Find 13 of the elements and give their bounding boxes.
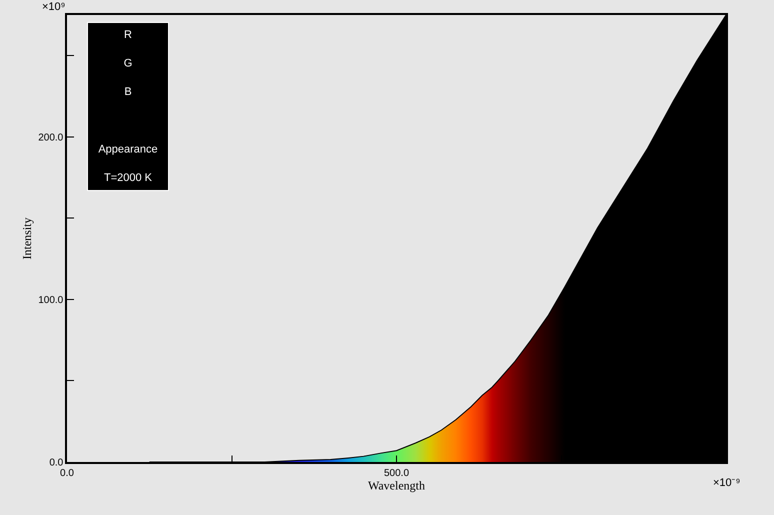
annotation: B (124, 86, 132, 98)
y-tick-label: 0.0 (49, 458, 64, 468)
annotation: Appearance (98, 143, 158, 156)
text: ×10⁻⁹ (713, 477, 740, 489)
x-tick-label: 500.0 (384, 468, 410, 479)
annotation: R (124, 29, 132, 41)
annotation: T=2000 K (104, 172, 153, 184)
text: ×10⁹ (42, 1, 66, 13)
y-tick-label: 100.0 (38, 294, 64, 306)
y-axis-title: Intensity (20, 218, 34, 260)
y-tick-label: 200.0 (38, 132, 64, 144)
x-axis-title: Wavelength (368, 478, 426, 493)
annotation: G (124, 58, 132, 70)
